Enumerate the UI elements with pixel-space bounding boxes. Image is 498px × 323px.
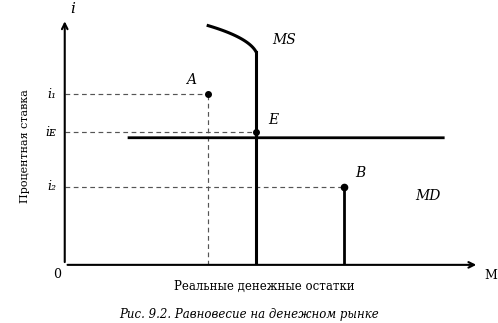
Text: i: i bbox=[70, 2, 75, 16]
Text: A: A bbox=[186, 73, 196, 87]
Text: E: E bbox=[268, 113, 278, 128]
Text: MS: MS bbox=[272, 33, 296, 47]
Text: i₂: i₂ bbox=[47, 180, 56, 193]
Text: iᴇ: iᴇ bbox=[45, 126, 56, 139]
Text: Процентная ставка: Процентная ставка bbox=[20, 89, 30, 203]
Text: 0: 0 bbox=[53, 268, 61, 281]
Text: Реальные денежные остатки: Реальные денежные остатки bbox=[174, 280, 354, 293]
Text: B: B bbox=[356, 166, 366, 180]
Text: MD: MD bbox=[415, 189, 441, 203]
Text: i₁: i₁ bbox=[47, 88, 56, 101]
Text: Рис. 9.2. Равновесие на денежном рынке: Рис. 9.2. Равновесие на денежном рынке bbox=[119, 308, 379, 321]
Text: M / P: M / P bbox=[485, 269, 498, 282]
